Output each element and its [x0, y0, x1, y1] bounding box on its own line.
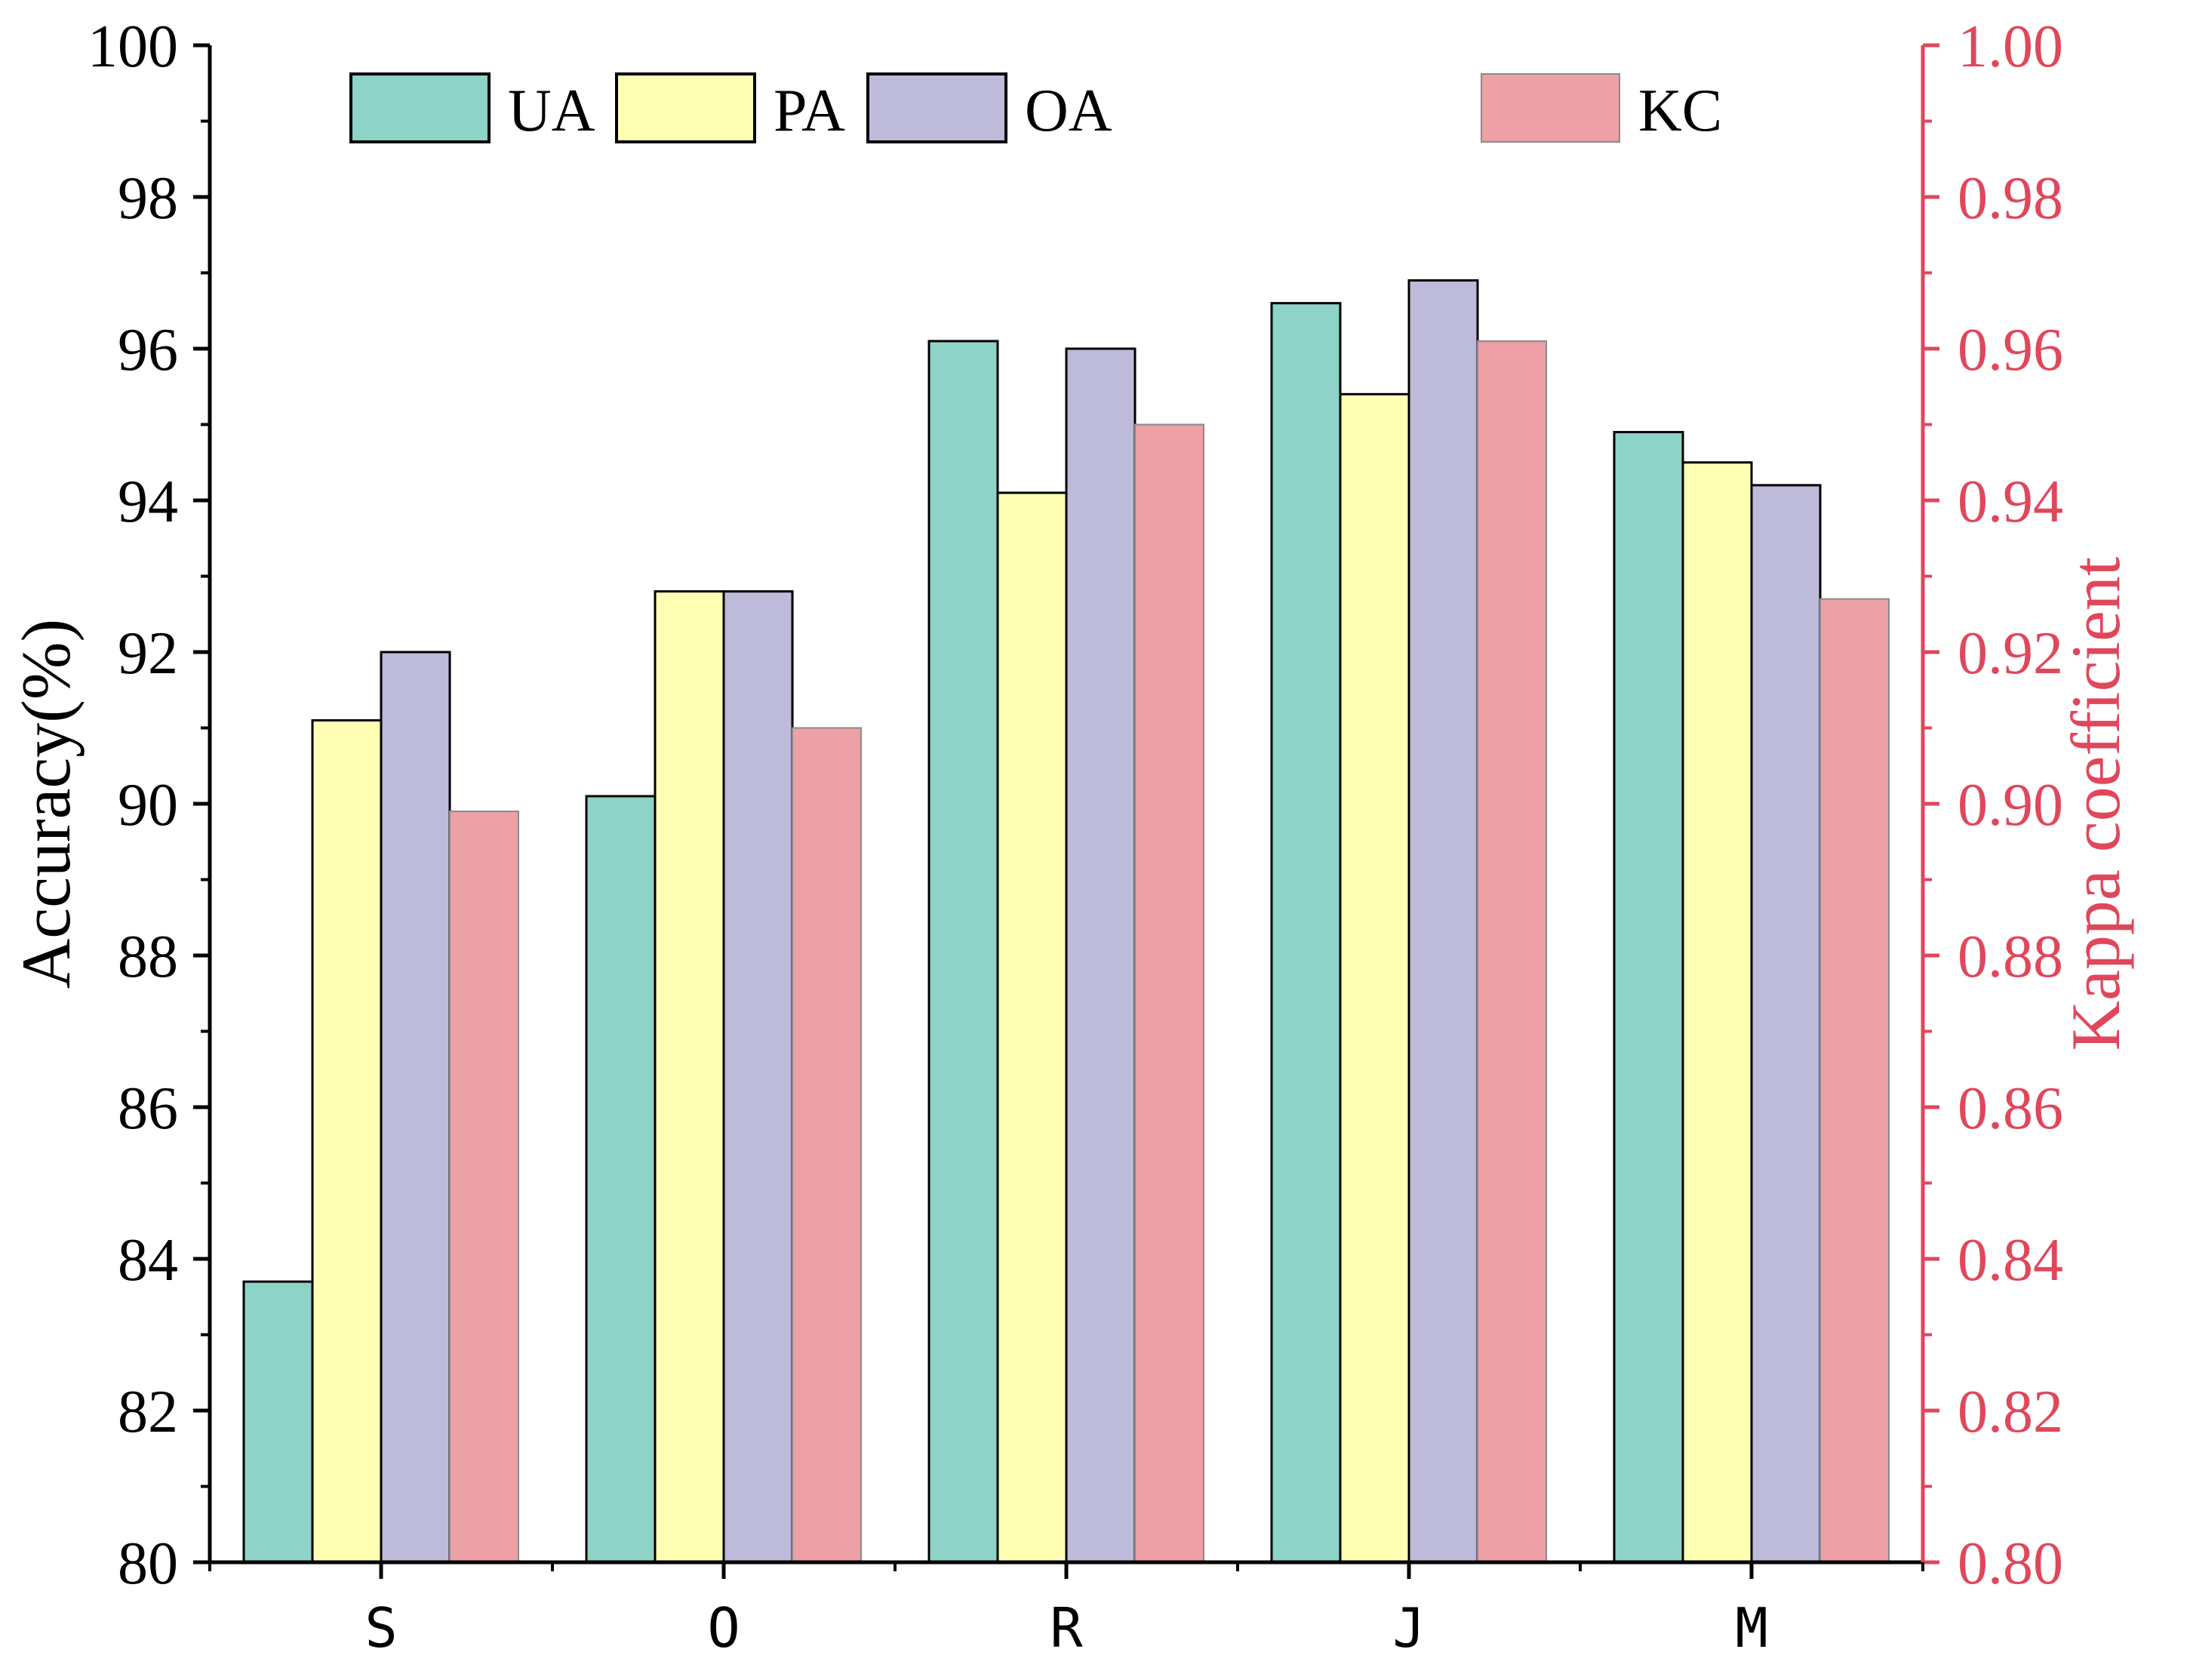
right-tick-label: 0.96: [1958, 317, 2063, 383]
bar-pa-o: [654, 590, 725, 1564]
left-tick-label: 84: [118, 1227, 178, 1294]
bar-kc-r: [1134, 423, 1204, 1563]
y-axis-label: Accuracy(%): [8, 619, 85, 989]
bar-ua-m: [1613, 431, 1684, 1564]
legend-swatch-kc: [1481, 73, 1620, 143]
y-axis-label-right: Kappa coefficient: [2057, 556, 2134, 1051]
legend-swatch-pa: [615, 72, 756, 143]
bar-ua-s: [242, 1280, 314, 1564]
legend-label-oa: OA: [1025, 78, 1112, 144]
right-tick-label: 0.92: [1958, 620, 2063, 687]
right-tick-label: 0.84: [1958, 1227, 2063, 1294]
left-tick-label: 94: [118, 469, 178, 535]
bar-oa-o: [722, 590, 794, 1564]
x-tick-label: R: [1050, 1596, 1083, 1660]
legend: UA PA OA KC: [349, 72, 1722, 144]
bar-kc-m: [1819, 598, 1890, 1563]
bar-kc-o: [792, 727, 862, 1563]
left-tick-label: 96: [118, 317, 178, 383]
x-tick-label: M: [1735, 1596, 1767, 1660]
right-tick-label: 0.88: [1958, 924, 2063, 990]
left-tick-label: 100: [88, 14, 178, 80]
bar-pa-r: [996, 491, 1068, 1564]
x-tick-label: O: [707, 1596, 740, 1660]
bar-pa-j: [1339, 392, 1410, 1564]
left-tick-label: 90: [118, 772, 178, 838]
left-tick-label: 86: [118, 1075, 178, 1142]
legend-label-kc: KC: [1638, 78, 1722, 144]
bar-ua-o: [585, 795, 657, 1564]
bar-pa-s: [311, 718, 383, 1564]
left-tick-label: 88: [118, 924, 178, 990]
x-tick-label: S: [364, 1596, 397, 1660]
left-tick-label: 92: [118, 620, 178, 687]
left-tick-label: 82: [118, 1379, 178, 1445]
bar-oa-m: [1750, 484, 1822, 1564]
bar-oa-r: [1065, 347, 1137, 1564]
right-tick-label: 0.82: [1958, 1379, 2063, 1445]
x-tick-label: J: [1392, 1596, 1425, 1660]
bar-ua-r: [927, 340, 999, 1564]
legend-swatch-ua: [349, 72, 491, 143]
right-tick-label: 0.94: [1958, 469, 2063, 535]
bar-oa-j: [1407, 279, 1479, 1564]
right-tick-label: 0.90: [1958, 772, 2063, 838]
bar-pa-m: [1681, 461, 1753, 1564]
right-tick-label: 0.86: [1958, 1075, 2063, 1142]
bar-ua-j: [1270, 302, 1342, 1564]
legend-swatch-oa: [866, 72, 1007, 143]
bar-kc-s: [449, 811, 519, 1564]
bars-group: [242, 279, 1890, 1564]
legend-label-ua: UA: [508, 78, 595, 144]
bar-oa-s: [380, 651, 451, 1564]
right-tick-label: 1.00: [1958, 14, 2063, 80]
right-ticks-group: 0.80 0.82 0.84 0.86 0.88 0.90 0.92 0.94 0.96 0.98…: [1923, 14, 2063, 1597]
right-tick-label: 0.98: [1958, 165, 2063, 232]
bar-kc-j: [1477, 340, 1547, 1564]
right-tick-label: 0.80: [1958, 1531, 2063, 1597]
legend-label-pa: PA: [774, 78, 845, 144]
left-tick-label: 80: [118, 1531, 178, 1597]
left-ticks-group: 80 82 84 86 88 90 92 94 96 98 100: [88, 14, 210, 1597]
left-tick-label: 98: [118, 165, 178, 232]
